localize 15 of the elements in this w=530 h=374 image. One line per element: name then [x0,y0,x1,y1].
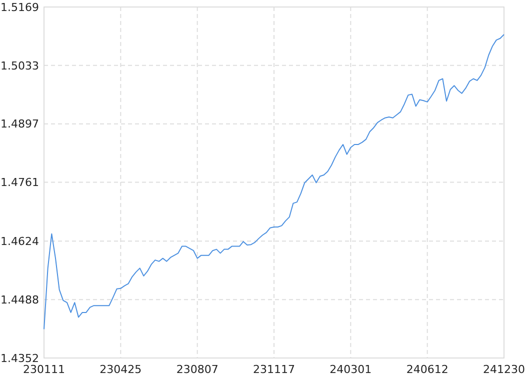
x-tick-label: 240301 [330,363,372,374]
y-tick-label: 1.5033 [0,59,39,72]
x-tick-label: 240612 [406,363,448,374]
y-tick-label: 1.4897 [0,118,39,131]
x-tick-label: 231117 [253,363,295,374]
y-tick-label: 1.5169 [0,0,39,14]
x-tick-label: 230111 [23,363,65,374]
x-tick-label: 230807 [176,363,218,374]
x-tick-label: 230425 [100,363,142,374]
y-tick-label: 1.4761 [0,176,39,190]
y-tick-label: 1.4488 [0,293,39,306]
x-tick-label: 241230 [483,363,525,374]
y-tick-label: 1.4352 [0,352,39,365]
line-series [44,34,504,330]
y-tick-label: 1.4624 [0,234,39,248]
